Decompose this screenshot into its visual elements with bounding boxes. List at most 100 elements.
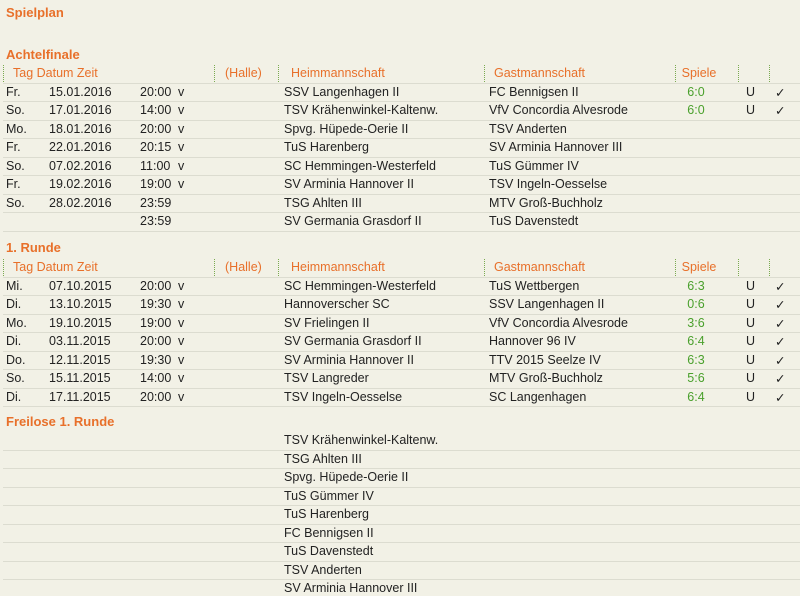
match-u: U — [746, 334, 756, 348]
freilos-team: Spvg. Hüpede-Oerie II — [284, 470, 409, 484]
match-time: 14:00 — [140, 371, 172, 385]
match-day: Fr. — [6, 177, 21, 191]
freilos-row: SV Arminia Hannover III — [3, 579, 800, 596]
match-date: 13.10.2015 — [49, 297, 112, 311]
match-check: ✓ — [775, 279, 786, 294]
freilos-row: TSG Ahlten III — [3, 450, 800, 469]
match-date: 22.01.2016 — [49, 140, 112, 154]
match-time: 23:59 — [140, 214, 172, 228]
match-v: v — [178, 334, 185, 348]
match-day: So. — [6, 103, 25, 117]
match-check: ✓ — [775, 372, 786, 386]
col-header-halle: (Halle) — [225, 66, 262, 80]
match-home: TSV Ingeln-Oesselse — [284, 389, 403, 404]
match-u: U — [746, 103, 756, 117]
match-u: U — [746, 84, 756, 99]
freilos-row: TuS Gümmer IV — [3, 487, 800, 506]
match-day: Mo. — [6, 315, 27, 330]
col-header-games: Spiele — [681, 66, 717, 80]
match-home: TuS Harenberg — [284, 140, 369, 154]
match-check: ✓ — [775, 298, 786, 312]
match-row: Di. 13.10.2015 19:30 v Hannoverscher SC SSV L… — [3, 295, 800, 315]
match-date: 03.11.2015 — [49, 334, 111, 348]
match-date: 18.01.2016 — [49, 121, 112, 136]
match-home: SV Germania Grasdorf II — [284, 214, 422, 228]
match-home: Hannoverscher SC — [284, 297, 390, 311]
match-date: 15.01.2016 — [49, 84, 112, 99]
match-home: SV Arminia Hannover II — [284, 177, 414, 191]
match-check: ✓ — [775, 316, 786, 331]
column-separator — [738, 259, 739, 276]
match-time: 20:00 — [140, 121, 172, 136]
match-check: ✓ — [775, 85, 786, 100]
match-v: v — [178, 103, 185, 117]
match-v: v — [178, 297, 185, 311]
match-day: So. — [6, 158, 25, 173]
match-u: U — [746, 371, 756, 385]
match-time: 20:15 — [140, 140, 172, 154]
match-row: So. 17.01.2016 14:00 v TSV Krähenwinkel-Kalt… — [3, 101, 800, 121]
match-time: 20:00 — [140, 84, 172, 99]
column-separator — [769, 259, 770, 276]
match-time: 20:00 — [140, 278, 172, 293]
match-row: Mi. 07.10.2015 20:00 v SC Hemmingen-Westerfe… — [3, 277, 800, 296]
match-date: 07.02.2016 — [49, 158, 112, 173]
col-header-halle: (Halle) — [225, 260, 262, 274]
match-time: 19:30 — [140, 297, 172, 311]
match-day: Mo. — [6, 121, 27, 136]
match-check: ✓ — [775, 104, 786, 118]
match-check: ✓ — [775, 390, 786, 405]
freilos-team: TSV Krähenwinkel-Kaltenw. — [284, 433, 439, 447]
freilos-team: SV Arminia Hannover III — [284, 581, 418, 595]
match-time: 20:00 — [140, 334, 172, 348]
col-header-guest: Gastmannschaft — [494, 66, 586, 80]
match-u: U — [746, 352, 756, 367]
match-date: 28.02.2016 — [49, 195, 112, 210]
freilose-title: Freilose 1. Runde — [6, 414, 115, 429]
match-check: ✓ — [775, 335, 786, 349]
freilos-team: TuS Davenstedt — [284, 544, 374, 558]
match-day: Do. — [6, 352, 26, 367]
match-home: SV Germania Grasdorf II — [284, 334, 422, 348]
match-day: Di. — [6, 334, 22, 348]
match-guest: VfV Concordia Alvesrode — [489, 103, 628, 117]
column-separator — [214, 65, 215, 82]
match-day: So. — [6, 195, 25, 210]
column-separator — [769, 65, 770, 82]
freilos-team: TSG Ahlten III — [284, 451, 362, 466]
freilos-team: TuS Gümmer IV — [284, 488, 374, 503]
match-date: 17.11.2015 — [49, 389, 111, 404]
match-home: SC Hemmingen-Westerfeld — [284, 158, 436, 173]
match-guest: SC Langenhagen — [489, 389, 587, 404]
freilos-row: Spvg. Hüpede-Oerie II — [3, 468, 800, 488]
section-title: 1. Runde — [6, 240, 61, 255]
match-guest: VfV Concordia Alvesrode — [489, 315, 628, 330]
match-v: v — [178, 389, 185, 404]
match-u: U — [746, 297, 756, 311]
freilos-team: FC Bennigsen II — [284, 525, 374, 540]
match-v: v — [178, 371, 185, 385]
freilos-row: TSV Anderten — [3, 561, 800, 580]
match-u: U — [746, 278, 756, 293]
freilos-team: TuS Harenberg — [284, 507, 369, 521]
match-result: 0:6 — [687, 297, 705, 311]
match-date: 15.11.2015 — [49, 371, 111, 385]
match-u: U — [746, 389, 756, 404]
match-row: Mo. 19.10.2015 19:00 v SV Frielingen II VfV C… — [3, 314, 800, 333]
match-guest: Hannover 96 IV — [489, 334, 576, 348]
match-row: Fr. 22.01.2016 20:15 v TuS Harenberg SV Armin… — [3, 138, 800, 158]
match-v: v — [178, 84, 185, 99]
match-guest: TTV 2015 Seelze IV — [489, 352, 601, 367]
column-separator — [278, 259, 279, 276]
match-row: Di. 17.11.2015 20:00 v TSV Ingeln-Oesselse SC… — [3, 388, 800, 407]
match-v: v — [178, 158, 185, 173]
match-day: So. — [6, 371, 25, 385]
match-day: Mi. — [6, 278, 23, 293]
column-separator — [738, 65, 739, 82]
col-header-home: Heimmannschaft — [291, 66, 385, 80]
column-separator — [484, 65, 485, 82]
match-guest: SV Arminia Hannover III — [489, 140, 623, 154]
match-date: 17.01.2016 — [49, 103, 112, 117]
match-guest: FC Bennigsen II — [489, 84, 579, 99]
